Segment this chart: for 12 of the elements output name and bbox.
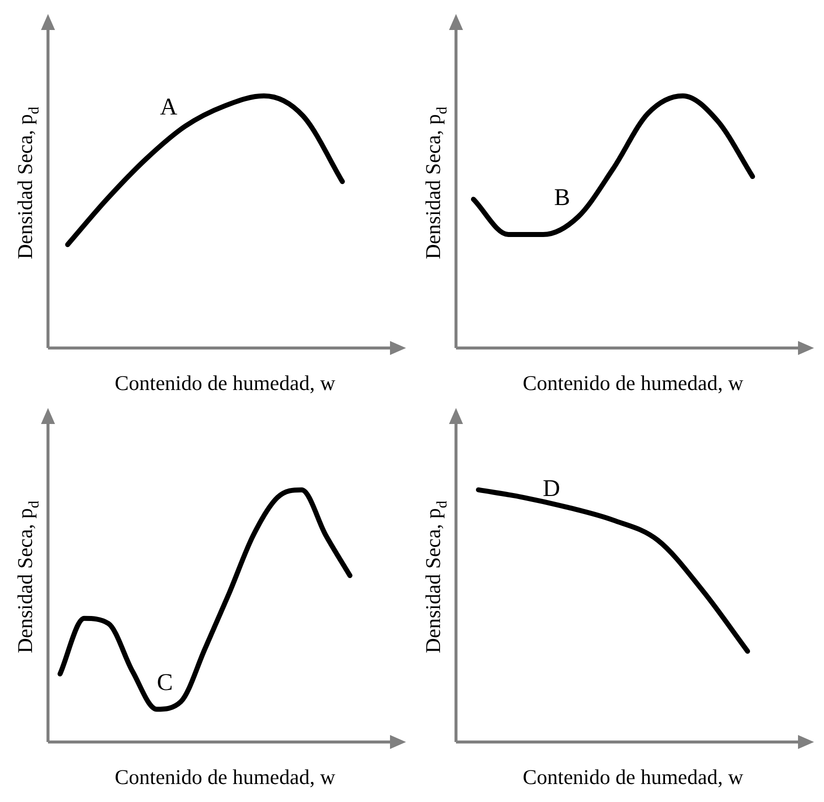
y-axis-title: Densidad Seca, pd bbox=[13, 106, 42, 260]
y-axis-title: Densidad Seca, pd bbox=[13, 500, 42, 654]
x-axis-title: Contenido de humedad, w bbox=[522, 765, 744, 789]
annotation: D bbox=[542, 476, 560, 502]
x-axis-title: Contenido de humedad, w bbox=[522, 371, 744, 395]
annotation: A bbox=[160, 94, 178, 120]
annotation: C bbox=[156, 670, 173, 696]
x-axis-title: Contenido de humedad, w bbox=[114, 765, 336, 789]
x-axis-title: Contenido de humedad, w bbox=[114, 371, 336, 395]
annotation: B bbox=[554, 185, 570, 212]
y-axis-title: Densidad Seca, pd bbox=[421, 500, 450, 654]
y-axis-title: Densidad Seca, pd bbox=[421, 106, 450, 260]
